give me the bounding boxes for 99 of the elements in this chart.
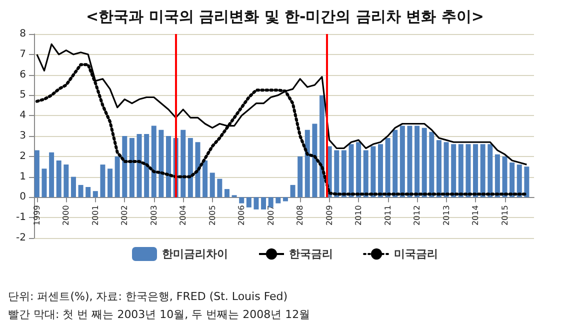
bar bbox=[400, 126, 405, 198]
bar bbox=[473, 144, 478, 198]
bar bbox=[458, 144, 464, 198]
y-tick-label: 6 bbox=[20, 69, 26, 80]
bar bbox=[370, 146, 376, 198]
bar bbox=[282, 197, 288, 202]
y-tick-label: 0 bbox=[20, 192, 26, 203]
x-tick-label: 2013 bbox=[442, 205, 451, 226]
y-tick-label: 5 bbox=[20, 90, 26, 101]
legend-label: 한국금리 bbox=[289, 248, 333, 260]
x-tick-label: 2000 bbox=[62, 205, 71, 226]
y-tick-label: -1 bbox=[16, 212, 26, 224]
bar bbox=[356, 142, 362, 198]
bar bbox=[298, 156, 303, 198]
bar bbox=[210, 172, 215, 198]
bar bbox=[341, 150, 346, 198]
x-tick-label: 2008 bbox=[296, 205, 305, 226]
text: 단위: 퍼센트(%), 자료: 한국은행, FRED (St. Louis Fed) bbox=[8, 290, 288, 303]
bar bbox=[56, 160, 62, 198]
bar bbox=[304, 130, 310, 198]
x-tick-label: 2012 bbox=[412, 205, 422, 226]
bar bbox=[510, 162, 515, 198]
bar bbox=[334, 150, 340, 198]
bar bbox=[378, 144, 383, 198]
bar bbox=[466, 144, 471, 198]
bar bbox=[488, 144, 493, 198]
bar bbox=[246, 197, 252, 208]
bar bbox=[144, 134, 150, 198]
x-tick-label: 2004 bbox=[178, 205, 188, 226]
bar bbox=[188, 138, 193, 198]
bar bbox=[451, 144, 456, 198]
bar bbox=[92, 191, 98, 198]
bar bbox=[502, 156, 508, 198]
bar bbox=[444, 142, 449, 198]
bar bbox=[78, 184, 84, 198]
x-tick-label: 2007 bbox=[266, 205, 276, 226]
x-tick-label: 2009 bbox=[324, 205, 334, 226]
x-tick-label: 2014 bbox=[471, 205, 480, 226]
y-tick-label: 4 bbox=[20, 110, 26, 122]
bar bbox=[158, 130, 164, 198]
bar bbox=[224, 189, 230, 198]
x-tick-label: 2002 bbox=[120, 205, 130, 226]
bar bbox=[195, 142, 200, 198]
bar bbox=[114, 156, 120, 198]
x-tick-label: 2011 bbox=[383, 205, 392, 226]
bar bbox=[392, 130, 398, 198]
bar bbox=[480, 144, 486, 198]
bar bbox=[436, 140, 442, 198]
x-tick-label: 2006 bbox=[237, 205, 246, 226]
x-tick-label: 2015 bbox=[500, 205, 510, 226]
legend-label: 미국금리 bbox=[394, 248, 438, 260]
bar bbox=[34, 150, 40, 198]
bar bbox=[254, 197, 259, 210]
bar bbox=[320, 95, 325, 198]
y-tick-label: 3 bbox=[20, 130, 26, 142]
bar bbox=[494, 154, 500, 198]
x-tick-label: 2003 bbox=[149, 205, 158, 226]
bar bbox=[276, 197, 281, 204]
y-tick-label: 7 bbox=[20, 48, 26, 60]
bar bbox=[290, 184, 296, 198]
bar bbox=[42, 168, 47, 198]
x-tick-label: 2001 bbox=[90, 205, 100, 226]
bar bbox=[429, 132, 434, 198]
bar bbox=[108, 168, 113, 198]
bar bbox=[70, 176, 76, 198]
bar bbox=[312, 124, 318, 198]
x-tick-label: 2005 bbox=[208, 205, 217, 226]
x-tick-label: 1999 bbox=[32, 205, 42, 226]
bar bbox=[166, 136, 172, 198]
bar bbox=[268, 197, 274, 208]
bar bbox=[414, 126, 420, 198]
bar bbox=[363, 150, 368, 198]
legend-label: 한미금리차이 bbox=[162, 248, 228, 260]
bar bbox=[49, 152, 54, 198]
bar bbox=[136, 134, 142, 198]
bar bbox=[202, 160, 208, 198]
bar bbox=[129, 138, 134, 198]
bar bbox=[407, 126, 412, 198]
bar bbox=[151, 126, 156, 198]
y-tick-label: 8 bbox=[20, 28, 26, 40]
bar bbox=[261, 197, 266, 210]
bar bbox=[100, 164, 106, 198]
chart-title: <한국과 미국의 금리변화 및 한-미간의 금리차 변화 추이> bbox=[86, 8, 484, 26]
bar bbox=[385, 138, 390, 198]
y-tick-label: 1 bbox=[20, 171, 26, 182]
bar bbox=[86, 187, 91, 198]
x-tick-label: 2010 bbox=[354, 205, 364, 226]
bar bbox=[180, 130, 186, 198]
bar bbox=[217, 178, 222, 198]
y-tick-label: 2 bbox=[20, 150, 26, 162]
text: 빨간 막대: 첫 번 째는 2003년 10월, 두 번째는 2008년 12월 bbox=[8, 308, 310, 321]
bar bbox=[348, 144, 354, 198]
bar bbox=[524, 166, 530, 198]
bar bbox=[64, 164, 69, 198]
bar bbox=[516, 164, 522, 198]
bar bbox=[239, 197, 244, 204]
bar bbox=[422, 128, 427, 198]
y-tick-label: -2 bbox=[16, 232, 26, 244]
bar bbox=[122, 136, 128, 198]
